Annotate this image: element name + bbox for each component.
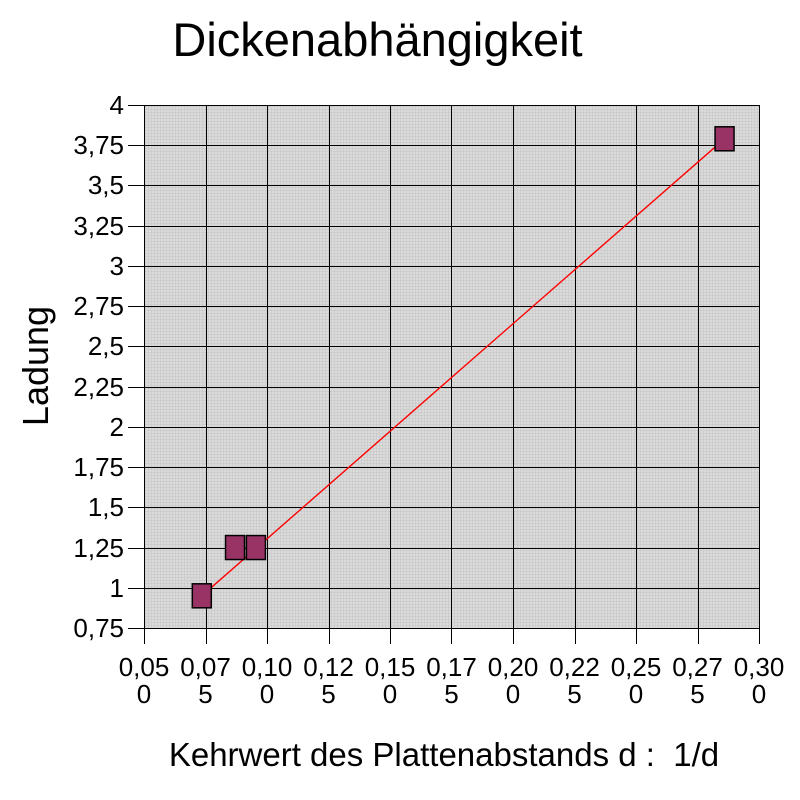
- chart-title: Dickenabhängigkeit: [172, 13, 583, 66]
- x-tick-label: 0,22 5: [549, 652, 600, 709]
- y-tick-label: 0,75: [73, 613, 124, 643]
- x-axis-title: Kehrwert des Plattenabstands d : 1/d: [168, 736, 720, 773]
- x-tick-label: 0,05 0: [118, 652, 170, 709]
- x-tick-label: 0,25 0: [610, 652, 662, 709]
- x-tick-label: 0,20 0: [487, 652, 539, 709]
- x-tick-label: 0,12 5: [303, 652, 354, 709]
- y-tick-label: 1,75: [73, 452, 124, 483]
- y-tick-label: 2,25: [73, 371, 124, 402]
- y-tick-label: 2: [109, 411, 124, 442]
- x-tick-label: 0,07 5: [180, 652, 231, 709]
- y-tick-label: 1: [109, 572, 124, 603]
- y-tick-label: 4: [109, 90, 124, 120]
- y-tick-label: 2,75: [73, 291, 124, 322]
- y-tick-label: 2,5: [87, 331, 124, 362]
- x-tick-label: 0,10 0: [241, 652, 293, 709]
- y-tick-label: 1,25: [73, 532, 124, 563]
- y-tick-label: 3: [109, 250, 124, 281]
- plot-area: [144, 105, 759, 628]
- y-tick-label: 1,5: [87, 492, 124, 523]
- y-tick-label: 3,25: [73, 210, 124, 241]
- y-axis-title: Ladung: [15, 305, 56, 427]
- y-tick-label: 3,75: [73, 130, 124, 161]
- x-tick-label: 0,30 0: [733, 652, 785, 709]
- x-tick-label: 0,17 5: [426, 652, 477, 709]
- x-tick-label: 0,15 0: [364, 652, 416, 709]
- y-tick-label: 3,5: [87, 170, 124, 201]
- x-tick-label: 0,27 5: [672, 652, 723, 709]
